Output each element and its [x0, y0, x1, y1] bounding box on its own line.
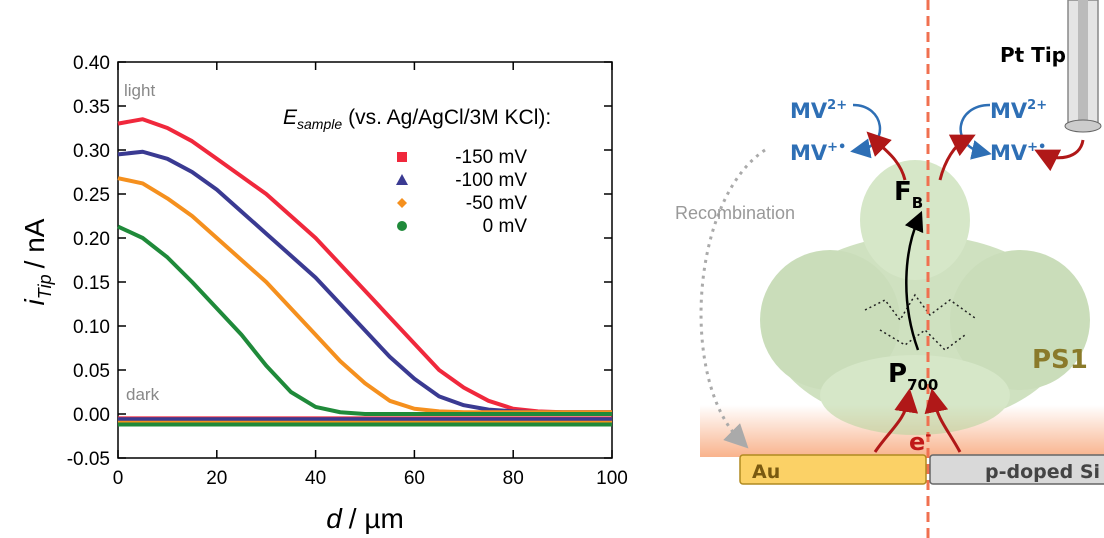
- redox-label: MV2+: [990, 98, 1047, 123]
- arrow: [938, 134, 976, 181]
- y-tick-label: 0.00: [73, 405, 110, 426]
- charge: 2+: [827, 98, 847, 113]
- legend-label: -50 mV: [466, 193, 528, 214]
- legend-marker: [397, 152, 407, 162]
- redox-label: MV+•: [790, 140, 846, 165]
- arrow: [959, 103, 992, 160]
- electrode-label: Au: [752, 461, 780, 483]
- arrow: [924, 388, 962, 453]
- species: MV: [790, 141, 828, 165]
- electron-label: e-: [909, 426, 932, 456]
- fb-subscript: B: [912, 194, 923, 212]
- y-tick-label: 0.30: [73, 141, 110, 162]
- x-axis-unit: / µm: [349, 503, 404, 534]
- diagram: Au p-doped Si Pt Tip MV2+ MV+• MV2+ MV+•…: [675, 0, 1104, 538]
- x-tick-label: 40: [305, 468, 326, 489]
- y-tick-label: 0.35: [73, 97, 110, 118]
- recombination-arrow: [699, 148, 766, 449]
- legend-text: (vs. Ag/AgCl/3M KCl):: [348, 106, 551, 129]
- legend-subscript: sample: [297, 116, 342, 132]
- x-tick-label: 80: [503, 468, 524, 489]
- arrow: [866, 131, 907, 181]
- electron-superscript: -: [925, 426, 931, 444]
- arrow: [873, 388, 919, 453]
- redox-label: MV+•: [990, 140, 1046, 165]
- x-tick-label: 20: [206, 468, 227, 489]
- x-axis-symbol: d: [326, 503, 343, 534]
- p700-symbol: P: [888, 359, 907, 389]
- y-tick-label: 0.40: [73, 53, 110, 74]
- cofactors: [864, 293, 976, 351]
- legend-label: 0 mV: [483, 216, 528, 237]
- series-line: [117, 176, 612, 415]
- x-tick-label: 0: [113, 468, 124, 489]
- electrode-label: p-doped Si: [985, 461, 1100, 483]
- si-electrode: [929, 454, 1104, 485]
- legend-title: Esample (vs. Ag/AgCl/3M KCl):: [283, 106, 551, 132]
- gold-electrode: [739, 454, 927, 485]
- redox-label: MV2+: [790, 98, 847, 123]
- electron-path: [904, 210, 924, 351]
- legend-marker: [397, 198, 407, 208]
- y-axis-subscript: Tip: [35, 274, 55, 299]
- series-line: [117, 117, 612, 415]
- charge: 2+: [1027, 98, 1047, 113]
- electron-symbol: e: [909, 428, 925, 456]
- fb-label: FB: [894, 177, 923, 212]
- charge: +•: [827, 140, 846, 155]
- tip-label: Pt Tip: [1000, 43, 1066, 67]
- arrow: [850, 103, 882, 159]
- y-axis-unit: / nA: [19, 218, 50, 268]
- y-tick-label: 0.05: [73, 361, 110, 382]
- tip-end: [1064, 119, 1102, 133]
- series-line: [117, 224, 612, 416]
- y-axis-symbol: i: [19, 298, 50, 305]
- y-tick-label: 0.10: [73, 317, 110, 338]
- fb-symbol: F: [894, 177, 912, 207]
- x-tick-label: 60: [404, 468, 425, 489]
- y-tick-label: 0.15: [73, 273, 110, 294]
- protein-label: PS1: [1032, 345, 1088, 375]
- legend-marker: [396, 174, 408, 185]
- y-tick-label: 0.25: [73, 185, 110, 206]
- pt-wire: [1078, 0, 1088, 125]
- recombination-label: Recombination: [675, 203, 795, 223]
- plot-frame: [117, 61, 613, 459]
- chart: iTip / nA d / µm Esample (vs. Ag/AgCl/3M KC…: [19, 53, 628, 534]
- p700-subscript: 700: [907, 376, 938, 394]
- legend-label: -100 mV: [455, 170, 527, 191]
- annotation: dark: [126, 385, 160, 404]
- annotation: light: [124, 81, 155, 100]
- y-tick-label: 0.20: [73, 229, 110, 250]
- species: MV: [990, 141, 1028, 165]
- x-axis-title: d / µm: [326, 503, 404, 534]
- species: MV: [990, 99, 1028, 123]
- y-tick-label: -0.05: [67, 449, 110, 470]
- legend-symbol: E: [283, 106, 298, 129]
- legend-marker: [397, 221, 407, 231]
- charge: +•: [1027, 140, 1046, 155]
- legend-label: -150 mV: [455, 147, 527, 168]
- x-tick-label: 100: [596, 468, 628, 489]
- arrow: [1034, 139, 1085, 172]
- y-axis-title: iTip / nA: [19, 218, 55, 305]
- species: MV: [790, 99, 828, 123]
